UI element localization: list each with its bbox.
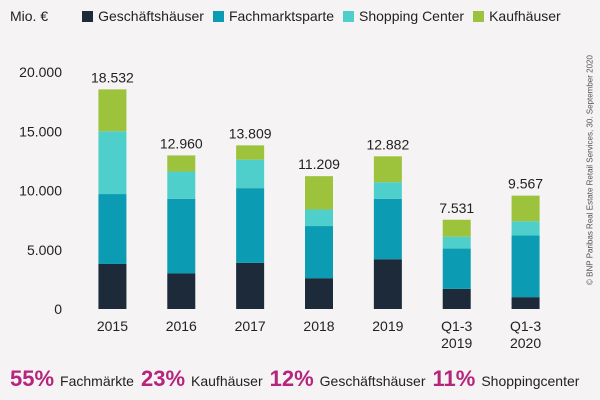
bar-segment	[373, 198, 402, 260]
legend-label-fachmarktsparte: Fachmarktsparte	[228, 8, 335, 24]
bar-segment	[167, 198, 196, 274]
y-tick-label: 20.000	[19, 64, 62, 80]
footer-percent-geschaeftshaeuser: 12%	[269, 366, 314, 391]
footer-label-shoppingcenter: Shoppingcenter	[481, 373, 580, 389]
bar-segment	[442, 219, 471, 237]
source-credit: © BNP Paribas Real Estate Retail Service…	[585, 55, 595, 285]
bar-segment	[167, 171, 196, 199]
legend-label-geschaeftshaeuser: Geschäftshäuser	[98, 8, 204, 24]
bar-segment	[236, 159, 265, 189]
bar-segment	[236, 188, 265, 263]
legend-item-geschaeftshaeuser: Geschäftshäuser	[82, 8, 204, 24]
footer-percent-shoppingcenter: 11%	[432, 366, 476, 391]
bar-total-label: 7.531	[439, 200, 474, 216]
bar-segment	[373, 259, 402, 309]
y-tick-label: 0	[54, 301, 62, 317]
x-tick-label: 2019	[372, 318, 403, 334]
legend-swatch-shopping-center	[343, 10, 355, 22]
bar-segment	[373, 156, 402, 183]
x-tick-label: 2018	[303, 318, 334, 334]
bar-segment	[98, 194, 127, 264]
bar-segment	[373, 182, 402, 199]
legend-item-fachmarktsparte: Fachmarktsparte	[212, 8, 335, 24]
bar-segment	[511, 297, 540, 309]
legend-label-shopping-center: Shopping Center	[359, 8, 465, 24]
bar-segment	[236, 145, 265, 160]
legend-item-kaufhaeuser: Kaufhäuser	[473, 8, 561, 24]
legend-label-kaufhaeuser: Kaufhäuser	[489, 8, 561, 24]
y-tick-label: 10.000	[19, 183, 62, 199]
y-tick-label: 5.000	[27, 242, 62, 258]
bar-segment	[167, 155, 196, 172]
bar-segment	[511, 235, 540, 298]
footer-label-geschaeftshaeuser: Geschäftshäuser	[319, 373, 426, 389]
bar-segment	[511, 195, 540, 222]
bar-total-label: 18.532	[91, 69, 134, 85]
bar-total-label: 9.567	[508, 176, 543, 192]
legend-swatch-kaufhaeuser	[473, 10, 485, 22]
footer-percent-fachmaerkte: 55%	[10, 366, 55, 391]
bar-segment	[511, 221, 540, 236]
bar-segment	[442, 236, 471, 249]
bar-segment	[98, 131, 127, 195]
bar-segment	[305, 176, 333, 210]
bar-segment	[305, 278, 333, 309]
bar-segment	[305, 209, 333, 227]
bar-segment	[442, 288, 471, 309]
footer-shares: 55% Fachmärkte 23% Kaufhäuser 12% Geschä…	[10, 366, 586, 392]
legend-swatch-fachmarktsparte	[212, 10, 224, 22]
x-tick-label: 2015	[97, 318, 128, 334]
x-tick-label: Q1-3 2020	[510, 318, 541, 351]
footer-percent-kaufhaeuser: 23%	[140, 366, 186, 391]
bar-segment	[167, 273, 196, 309]
bar-total-label: 12.960	[160, 135, 203, 151]
bar-total-label: 12.882	[366, 136, 409, 152]
footer-label-fachmaerkte: Fachmärkte	[60, 373, 134, 389]
bar-segment	[305, 226, 333, 279]
x-tick-label: 2017	[235, 318, 266, 334]
bar-total-label: 13.809	[229, 125, 272, 141]
legend-item-shopping-center: Shopping Center	[343, 8, 464, 24]
legend: Mio. € Geschäftshäuser Fachmarktsparte S…	[10, 8, 570, 24]
bar-total-label: 11.209	[298, 156, 340, 172]
bar-segment	[442, 248, 471, 289]
legend-swatch-geschaeftshaeuser	[82, 10, 94, 22]
bar-segment	[98, 89, 127, 132]
x-tick-label: 2016	[166, 318, 197, 334]
unit-label: Mio. €	[10, 8, 49, 24]
bar-segment	[236, 262, 265, 309]
x-tick-label: Q1-3 2019	[441, 318, 472, 351]
footer-label-kaufhaeuser: Kaufhäuser	[191, 373, 263, 389]
y-tick-label: 15.000	[19, 123, 62, 139]
bar-segment	[98, 263, 127, 309]
